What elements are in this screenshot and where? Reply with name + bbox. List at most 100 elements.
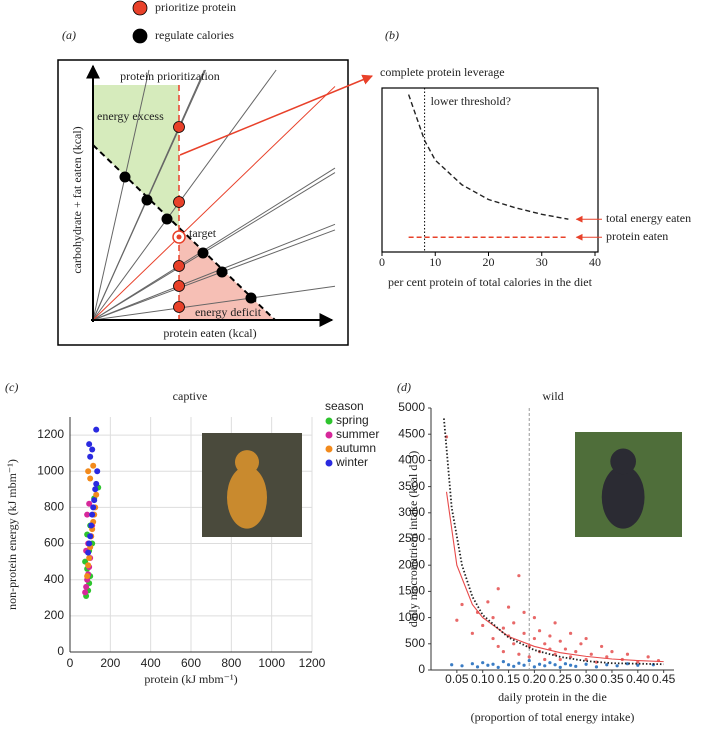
point [94,468,101,475]
point [496,644,500,649]
point [460,664,464,668]
point [568,663,573,667]
point [517,661,521,665]
point [558,639,562,643]
y-tick-label: 400 [44,572,64,586]
point [548,661,552,665]
ray [92,223,336,321]
point [543,657,547,662]
y-tick-label: 0 [418,662,425,676]
panel-label: (c) [5,380,18,394]
point [512,621,516,625]
point [600,644,604,649]
point [615,664,619,668]
point [636,663,640,667]
point [470,662,474,666]
x-tick-label: 0.05 [445,672,469,686]
point [84,573,91,580]
point [89,511,96,518]
x-tick-label: 30 [536,255,548,269]
legend-marker [132,28,148,44]
legend-marker [325,459,333,467]
point [636,660,640,664]
point [90,504,97,511]
calorie-dot [141,194,153,206]
fit-line [443,418,664,666]
protein-dot [173,260,185,272]
point [86,441,93,448]
point [93,491,100,498]
point [579,642,583,646]
plot-frame [381,87,599,253]
calorie-dot [245,292,257,304]
point [460,602,464,607]
y-tick-label: 800 [44,500,64,514]
point [522,631,526,635]
point [589,652,593,656]
y-tick-label: 1500 [398,584,425,598]
point [481,661,485,665]
x-tick-label: 800 [221,656,241,670]
x-axis-label: protein eaten (kcal) [163,326,256,340]
point [537,629,542,633]
leverage-arrow [179,74,373,156]
point [527,658,531,663]
point [501,650,505,654]
y-tick-label: 0 [57,644,64,658]
y-tick-label: 3000 [398,505,425,519]
x-axis-label: daily protein in the die [498,690,607,704]
point [486,663,490,667]
point [85,562,92,569]
point [85,468,92,475]
point [605,663,609,667]
photo-subject [601,465,645,529]
x-tick-label: 600 [181,656,201,670]
threshold-label: lower threshold? [431,94,511,108]
legend-label: spring [336,413,369,427]
point [89,446,96,453]
point [486,600,490,604]
point [548,634,552,638]
point [93,480,100,487]
photo-subject [227,466,267,529]
point [82,589,89,596]
y-tick-label: 600 [44,536,64,550]
y-axis-label: non-protein energy (kJ mbm⁻¹) [5,459,19,610]
x-tick-label: 0.45 [652,672,676,686]
chart-title: wild [542,389,563,403]
y-tick-label: 2000 [398,557,425,571]
point [86,555,93,561]
ray [92,229,336,321]
point [481,623,485,628]
panel-frame [57,59,349,346]
panel-label: (d) [397,380,411,394]
point [475,665,480,669]
ray [92,167,336,321]
point [558,665,562,669]
annotation: target [189,226,217,240]
legend-marker [132,0,148,16]
point [625,652,630,656]
protein-dot [173,196,185,208]
point [87,475,94,482]
point [532,636,537,641]
point [563,647,568,651]
point [90,462,97,469]
x-tick-label: 0 [67,656,74,670]
point [605,655,609,659]
point [496,665,500,669]
point [553,663,557,667]
y-tick-label: 1000 [37,463,64,477]
x-tick-label: 200 [100,656,120,670]
y-tick-label: 5000 [398,400,425,414]
point [91,497,98,504]
chart-title: complete protein leverage [380,65,505,79]
legend-marker [325,431,333,439]
x-tick-label: 0.40 [626,672,650,686]
x-tick-label: 40 [589,255,601,269]
x-axis-label: per cent protein of total calories in th… [388,275,593,289]
legend-title: season [325,399,364,413]
point [522,663,526,667]
fit-line [445,491,664,663]
